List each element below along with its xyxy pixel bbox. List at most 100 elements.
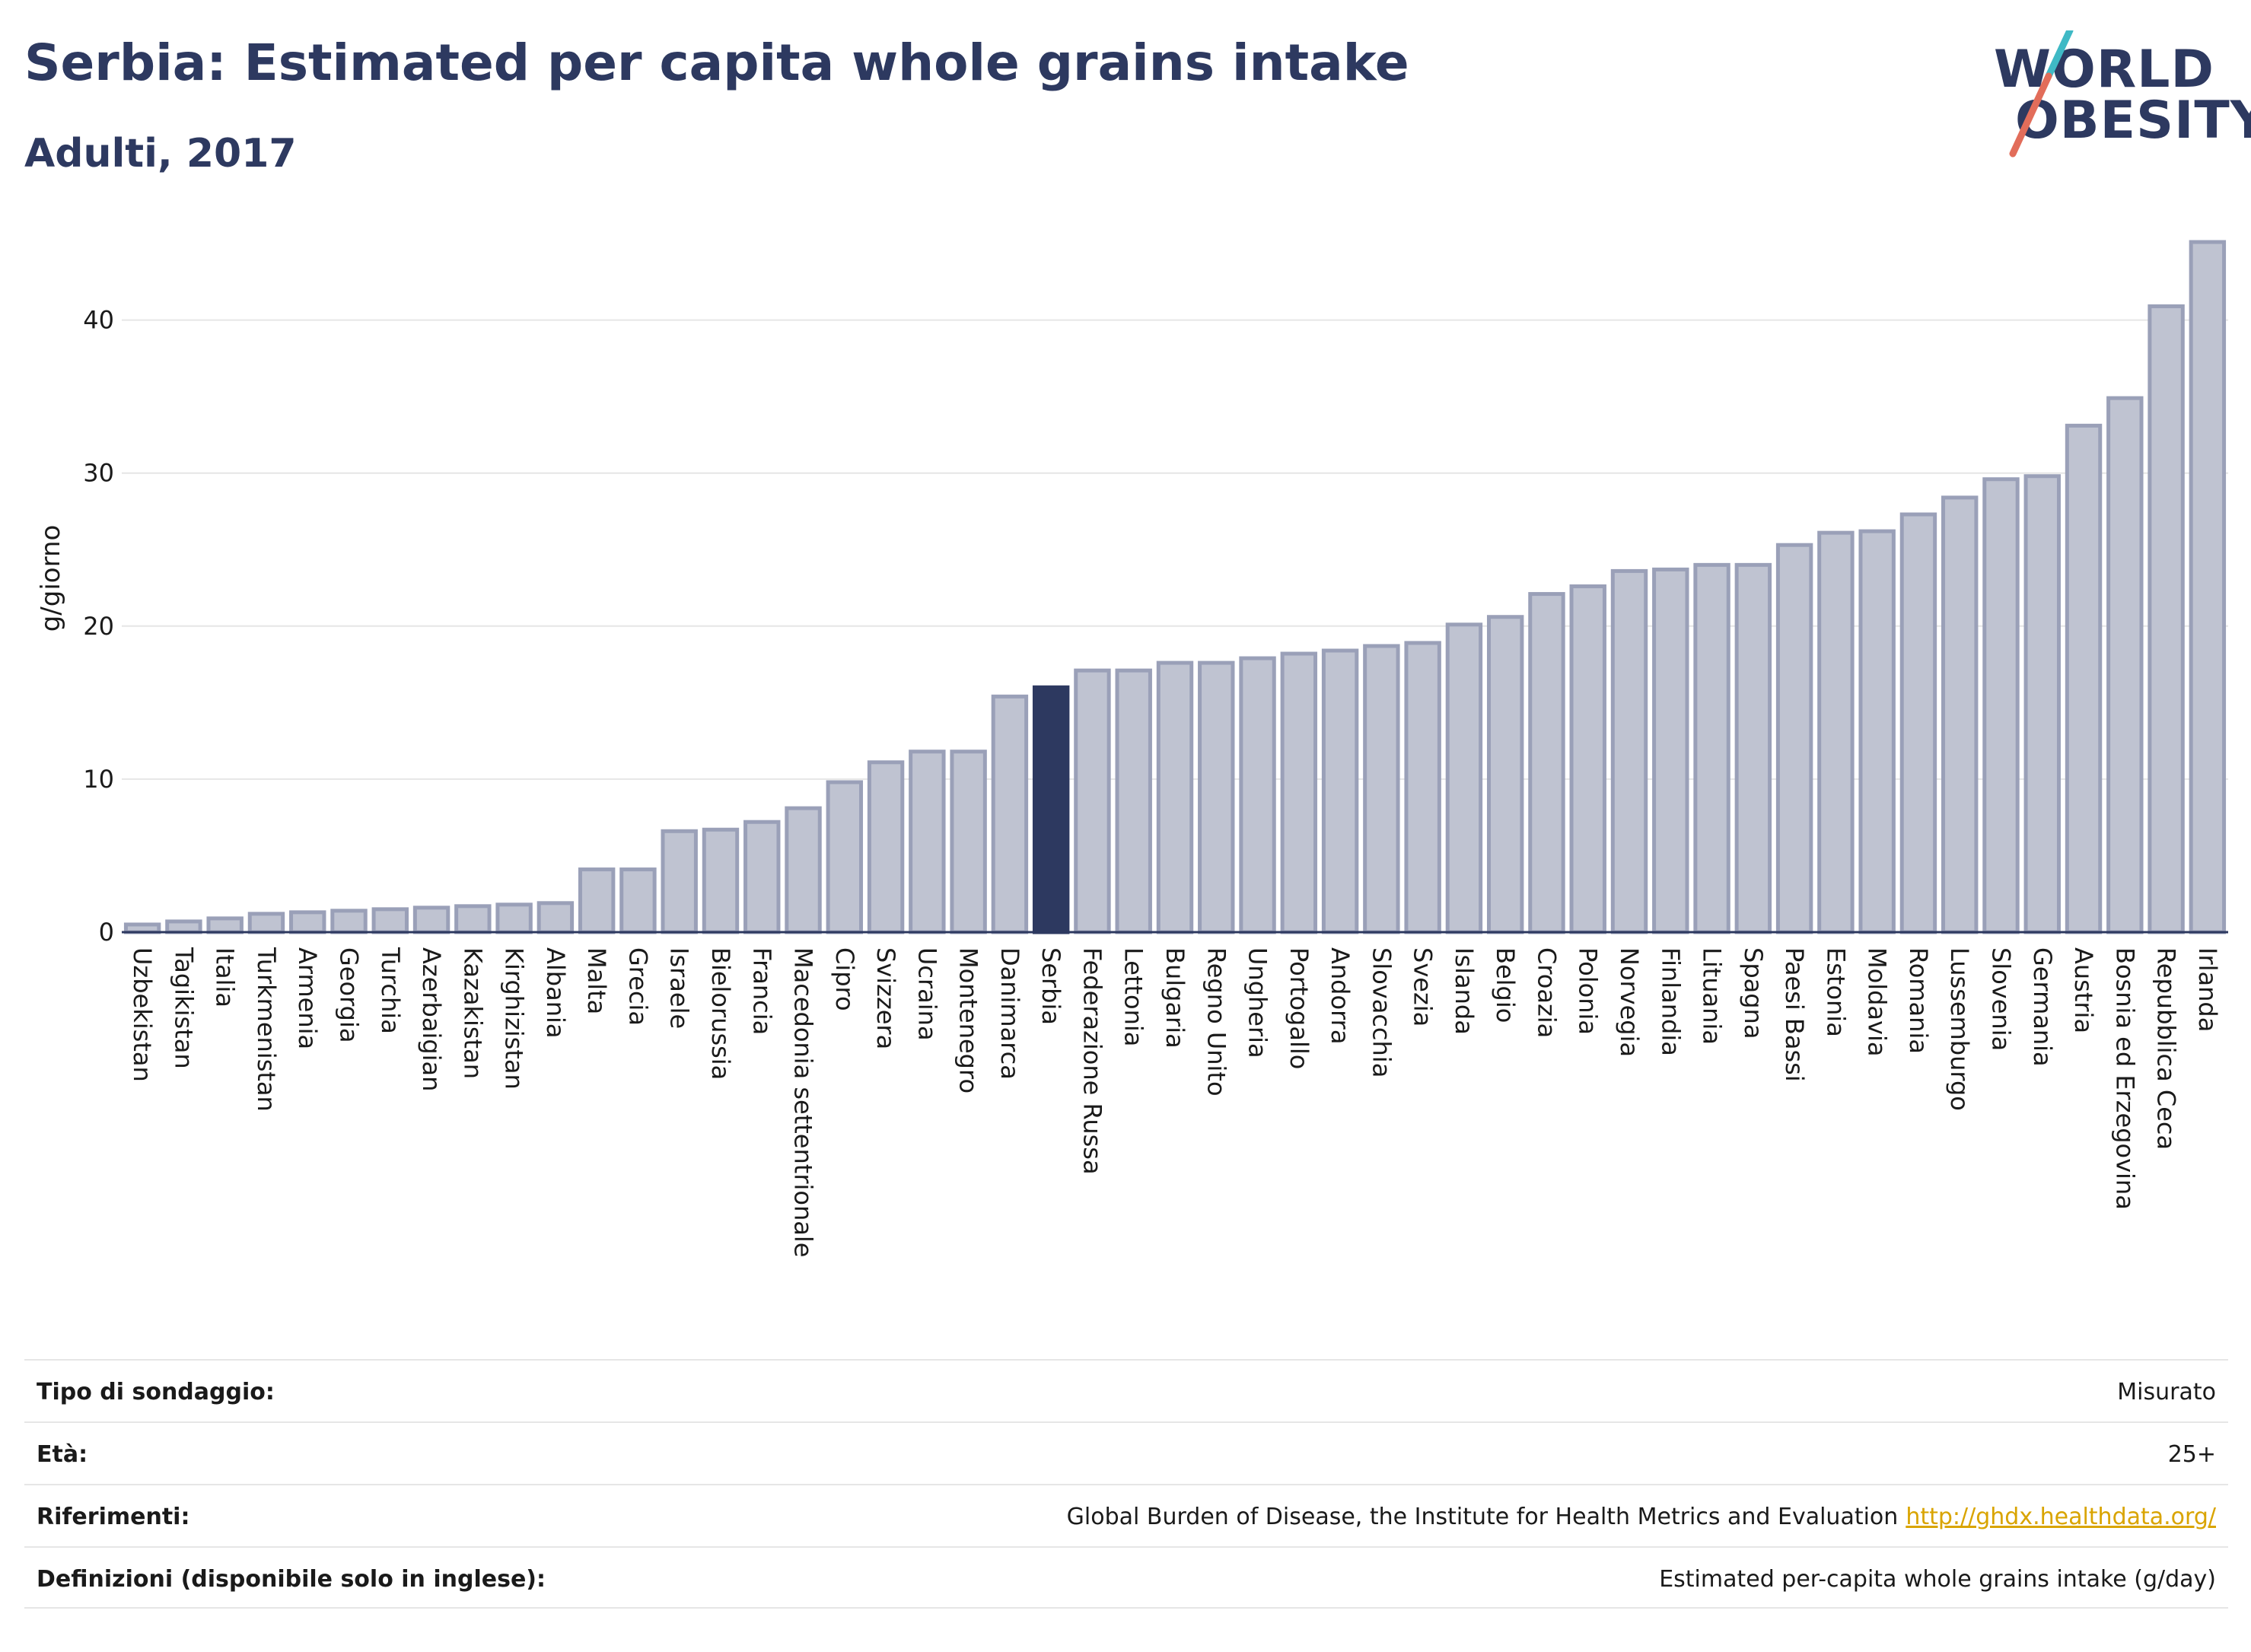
bar [1486, 615, 1524, 934]
x-tick-label: Lituania [1698, 947, 1727, 1045]
bar [702, 827, 740, 934]
meta-row-age: Età: 25+ [24, 1421, 2228, 1484]
bar [826, 780, 864, 934]
bar [289, 910, 326, 934]
bar [1775, 543, 1813, 934]
y-tick-label: 0 [99, 918, 114, 947]
meta-row-survey-type: Tipo di sondaggio: Misurato [24, 1359, 2228, 1421]
x-tick-label: Bosnia ed Erzegovina [2110, 947, 2139, 1210]
x-tick-label: Romania [1904, 947, 1933, 1054]
bar [1652, 567, 1689, 934]
x-tick-label: Lettonia [1119, 947, 1148, 1046]
bar [661, 829, 698, 934]
x-tick-label: Macedonia settentrionale [789, 947, 818, 1257]
x-tick-label: Bulgaria [1161, 947, 1189, 1049]
meta-row-references: Riferimenti: Global Burden of Disease, t… [24, 1484, 2228, 1546]
bar [454, 904, 492, 934]
bar [1363, 644, 1400, 934]
bar [785, 806, 822, 934]
bar [1734, 562, 1772, 934]
bar [1899, 512, 1937, 934]
x-tick-label: Belgio [1491, 947, 1520, 1023]
chart-title: Serbia: Estimated per capita whole grain… [24, 33, 1409, 92]
meta-label: Tipo di sondaggio: [37, 1379, 275, 1405]
bar [1982, 477, 2020, 934]
y-tick-label: 20 [83, 612, 114, 641]
x-tick-label: Moldavia [1863, 947, 1892, 1056]
x-tick-label: Andorra [1326, 947, 1355, 1044]
x-tick-label: Francia [747, 947, 776, 1035]
x-tick-label: Italia [211, 947, 240, 1007]
x-tick-label: Slovacchia [1367, 947, 1396, 1077]
x-tick-label: Norvegia [1615, 947, 1644, 1057]
bar [1239, 656, 1276, 934]
y-axis-ticks: 0 10 20 30 40 [83, 306, 114, 947]
x-tick-label: Uzbekistan [128, 947, 157, 1082]
logo-line-2: OBESITY [2015, 91, 2251, 151]
reference-text: Global Burden of Disease, the Institute … [1066, 1504, 1899, 1530]
bar [495, 902, 533, 934]
bar [1404, 641, 1441, 934]
bar [867, 760, 905, 934]
bar [578, 867, 616, 934]
bar [1569, 584, 1606, 934]
x-tick-label: Finlandia [1656, 947, 1685, 1056]
x-tick-label: Ungheria [1243, 947, 1272, 1058]
x-tick-label: Malta [582, 947, 611, 1014]
x-tick-label: Armenia [293, 947, 322, 1049]
x-tick-label: Cipro [830, 947, 859, 1011]
x-tick-label: Spagna [1739, 947, 1768, 1039]
y-tick-label: 30 [83, 459, 114, 488]
y-axis-label: g/giorno [36, 525, 66, 632]
bar [330, 909, 368, 934]
x-tick-label: Austria [2069, 947, 2098, 1033]
x-tick-label: Portogallo [1285, 947, 1313, 1069]
x-tick-label: Danimarca [995, 947, 1024, 1080]
x-tick-label: Svezia [1409, 947, 1438, 1027]
bar [1074, 668, 1111, 934]
metadata-table: Tipo di sondaggio: Misurato Età: 25+ Rif… [24, 1359, 2228, 1609]
bar [909, 750, 946, 934]
bar [2106, 396, 2144, 934]
x-tick-label: Croazia [1532, 947, 1561, 1038]
x-tick-label: Montenegro [954, 947, 983, 1093]
x-tick-label: Irlanda [2193, 947, 2222, 1032]
bar [1321, 648, 1359, 934]
reference-link[interactable]: http://ghdx.healthdata.org/ [1906, 1504, 2216, 1530]
x-tick-label: Islanda [1450, 947, 1479, 1035]
bar [1528, 592, 1565, 934]
x-tick-label: Paesi Bassi [1780, 947, 1809, 1082]
meta-value-references: Global Burden of Disease, the Institute … [1067, 1504, 2216, 1530]
meta-value: Estimated per-capita whole grains intake… [1659, 1566, 2216, 1593]
bar [743, 820, 781, 934]
x-tick-label: Grecia [623, 947, 652, 1026]
x-tick-label: Kirghizistan [500, 947, 529, 1090]
x-tick-label: Slovenia [1986, 947, 2015, 1051]
bar [2023, 474, 2061, 934]
bar [123, 922, 161, 934]
y-tick-label: 40 [83, 306, 114, 335]
bar [371, 907, 409, 934]
x-tick-label: Serbia [1036, 947, 1065, 1025]
bar [1693, 562, 1730, 934]
meta-label: Riferimenti: [37, 1504, 190, 1530]
logo-line-1: WORLD [1994, 40, 2214, 100]
x-tick-label: Lussemburgo [1945, 947, 1974, 1111]
x-tick-label: Polonia [1574, 947, 1603, 1035]
bar [1115, 668, 1152, 934]
chart-subtitle: Adulti, 2017 [24, 131, 297, 177]
bar [1156, 660, 1194, 934]
bars [123, 240, 2227, 934]
x-tick-label: Kazakistan [458, 947, 487, 1079]
meta-label: Definizioni (disponibile solo in inglese… [37, 1566, 546, 1593]
meta-label: Età: [37, 1441, 88, 1468]
bar [1280, 651, 1318, 934]
x-tick-label: Turchia [376, 947, 405, 1034]
x-tick-label: Turkmenistan [252, 947, 281, 1112]
x-tick-label: Ucraina [912, 947, 941, 1041]
bar [247, 912, 285, 934]
bar-highlighted [1032, 685, 1070, 934]
bar [1198, 660, 1235, 934]
bar [1610, 568, 1648, 934]
x-axis-ticks: Uzbekistan Tagikistan Italia Turkmenistan Ar… [128, 947, 2222, 1257]
